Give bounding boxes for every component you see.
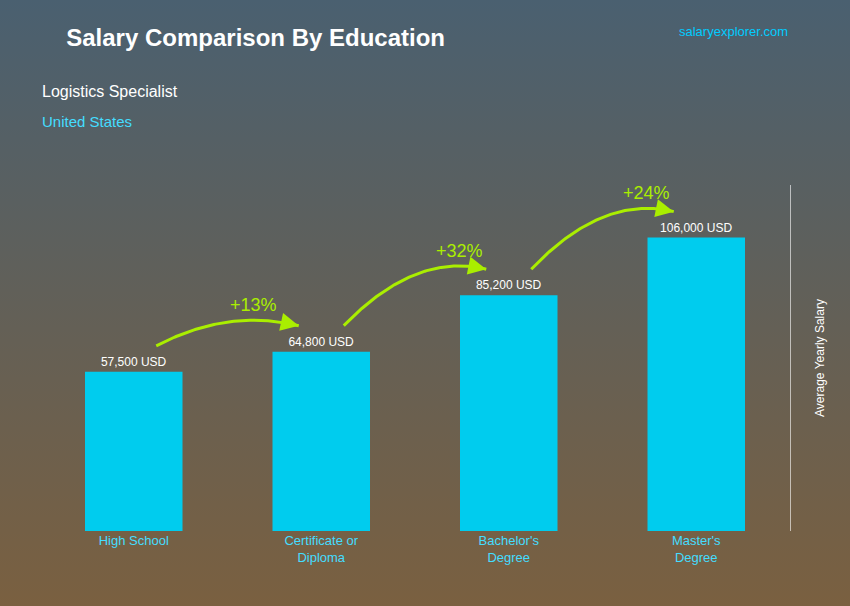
svg-text:57,500 USD: 57,500 USD [101,355,167,369]
svg-text:106,000 USD: 106,000 USD [660,221,732,235]
svg-text:High School: High School [99,533,169,548]
svg-text:85,200 USD: 85,200 USD [476,278,542,292]
svg-text:+24%: +24% [623,183,670,203]
svg-text:Certificate orDiploma: Certificate orDiploma [284,533,358,565]
svg-text:salaryexplorer.com: salaryexplorer.com [679,24,788,39]
svg-text:Salary Comparison By Education: Salary Comparison By Education [66,24,445,51]
svg-text:+13%: +13% [230,295,277,315]
svg-text:64,800 USD: 64,800 USD [288,335,354,349]
svg-text:Bachelor'sDegree: Bachelor'sDegree [479,533,540,565]
svg-text:+32%: +32% [436,241,483,261]
svg-text:United States: United States [42,113,132,130]
svg-text:Average Yearly Salary: Average Yearly Salary [813,299,827,417]
svg-text:Logistics Specialist: Logistics Specialist [42,83,178,100]
svg-text:Master'sDegree: Master'sDegree [672,533,721,565]
